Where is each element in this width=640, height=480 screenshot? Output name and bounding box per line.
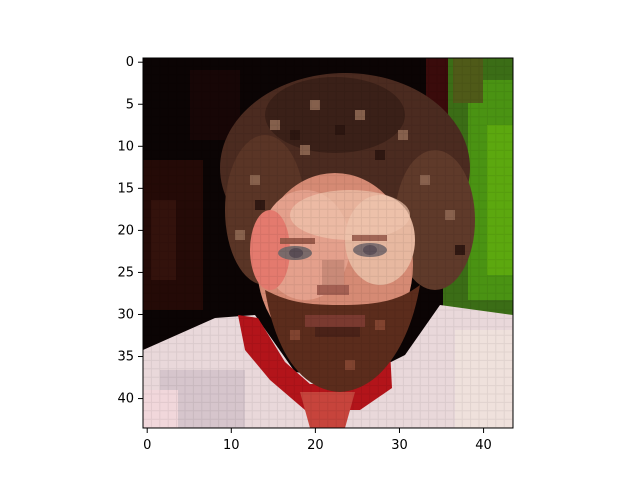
y-tick-label-20: 20 [117,223,134,238]
y-tick-label-0: 0 [126,55,134,70]
x-tick-label-40: 40 [475,438,492,453]
y-tick-label-10: 10 [117,139,134,154]
pixelated-portrait-image [143,58,513,428]
y-tick-label-5: 5 [126,97,134,112]
pixel-grid-overlay [143,58,513,428]
background-green-region [426,58,513,318]
y-tick-label-40: 40 [117,392,134,407]
y-tick-label-30: 30 [117,307,134,322]
x-tick-label-30: 30 [391,438,408,453]
y-tick-label-25: 25 [117,265,134,280]
x-tick-label-0: 0 [143,438,151,453]
x-tick-label-20: 20 [307,438,324,453]
x-tick-label-10: 10 [223,438,240,453]
y-tick-label-35: 35 [117,350,134,365]
y-tick-label-15: 15 [117,181,134,196]
plot-frame [142,57,514,429]
x-axis: 0 10 20 30 40 [143,428,492,453]
eyes [278,235,387,260]
nose [317,260,349,295]
y-axis: 0 5 10 15 20 25 30 35 40 [117,55,143,407]
background-left-tones [143,70,240,310]
shirt [143,305,513,428]
beard [265,285,420,392]
